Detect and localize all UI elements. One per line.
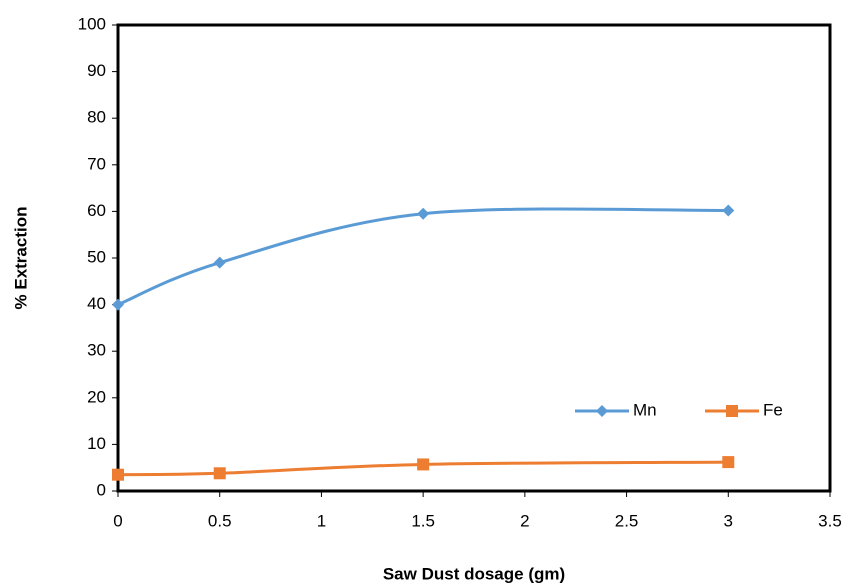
y-tick-label: 100 bbox=[78, 14, 106, 33]
point bbox=[417, 207, 430, 220]
y-tick-label: 40 bbox=[87, 294, 106, 313]
point bbox=[112, 468, 124, 481]
point bbox=[112, 298, 124, 311]
point bbox=[213, 467, 226, 480]
plot-border bbox=[116, 23, 832, 493]
x-tick-label: 1.5 bbox=[411, 511, 435, 530]
legend-marker bbox=[726, 405, 738, 417]
y-tick-label: 10 bbox=[87, 434, 106, 453]
legend-label: Mn bbox=[633, 400, 657, 419]
x-tick-label: 3.5 bbox=[818, 511, 842, 530]
y-tick-label: 70 bbox=[87, 154, 106, 173]
y-axis-title: % Extraction bbox=[11, 207, 30, 310]
y-tick-label: 50 bbox=[87, 247, 106, 266]
series-line bbox=[117, 460, 729, 477]
x-tick-label: 2.5 bbox=[615, 511, 639, 530]
legend-label: Fe bbox=[763, 400, 783, 419]
y-tick-label: 80 bbox=[87, 108, 106, 127]
y-tick-label: 90 bbox=[87, 61, 106, 80]
y-tick-label: 0 bbox=[97, 480, 106, 499]
y-tick-label: 20 bbox=[87, 387, 106, 406]
point bbox=[213, 256, 226, 269]
point bbox=[722, 204, 735, 217]
x-tick-label: 3 bbox=[724, 511, 733, 530]
y-tick-label: 60 bbox=[87, 201, 106, 220]
point bbox=[417, 458, 430, 471]
legend-marker bbox=[596, 405, 608, 417]
point bbox=[722, 456, 735, 469]
x-tick-label: 2 bbox=[520, 511, 529, 530]
x-tick-label: 0.5 bbox=[208, 511, 232, 530]
x-tick-label: 0 bbox=[113, 511, 122, 530]
y-tick-label: 30 bbox=[87, 341, 106, 360]
x-axis-title: Saw Dust dosage (gm) bbox=[383, 564, 565, 583]
series-line bbox=[117, 207, 729, 306]
x-tick-label: 1 bbox=[317, 511, 326, 530]
